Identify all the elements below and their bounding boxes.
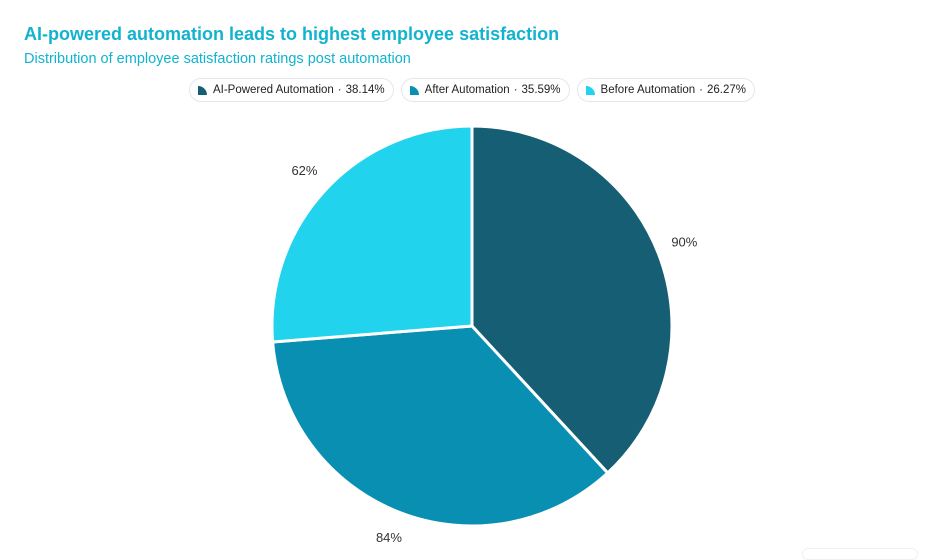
legend-swatch-icon — [409, 85, 419, 95]
legend-share: 35.59% — [521, 84, 561, 96]
data-label: 62% — [291, 163, 317, 178]
pie-slice-before-automation[interactable] — [270, 124, 474, 344]
legend-item-before-automation[interactable]: Before Automation · 26.27% — [576, 78, 756, 102]
chart-subtitle: Distribution of employee satisfaction ra… — [24, 51, 411, 67]
legend-separator: · — [513, 84, 518, 96]
legend-swatch-shape — [409, 85, 419, 95]
pie-slice-after-automation[interactable] — [271, 324, 610, 528]
pie-slice-ai-powered-automation[interactable] — [470, 124, 674, 475]
legend-swatch-shape — [197, 85, 207, 95]
chart-title: AI-powered automation leads to highest e… — [24, 24, 560, 44]
legend-share: 26.27% — [707, 84, 747, 96]
legend-share: 38.14% — [345, 84, 385, 96]
legend-item-after-automation[interactable]: After Automation · 35.59% — [400, 78, 570, 102]
legend-swatch-shape — [585, 85, 595, 95]
legend-swatch-icon — [585, 85, 595, 95]
legend-separator: · — [699, 84, 704, 96]
data-label: 90% — [671, 234, 697, 249]
legend-label: AI-Powered Automation — [212, 84, 334, 96]
legend-label: After Automation — [424, 84, 510, 96]
corner-tab — [802, 548, 918, 560]
legend-separator: · — [337, 84, 342, 96]
chart-legend: AI-Powered Automation · 38.14% After Aut… — [0, 78, 944, 102]
data-label: 84% — [376, 530, 402, 545]
legend-swatch-icon — [197, 85, 207, 95]
legend-item-ai-powered-automation[interactable]: AI-Powered Automation · 38.14% — [188, 78, 394, 102]
legend-label: Before Automation — [600, 84, 696, 96]
